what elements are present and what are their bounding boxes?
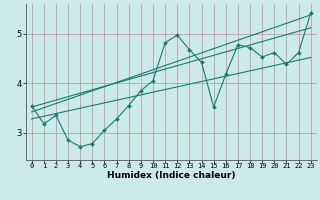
X-axis label: Humidex (Indice chaleur): Humidex (Indice chaleur) xyxy=(107,171,236,180)
